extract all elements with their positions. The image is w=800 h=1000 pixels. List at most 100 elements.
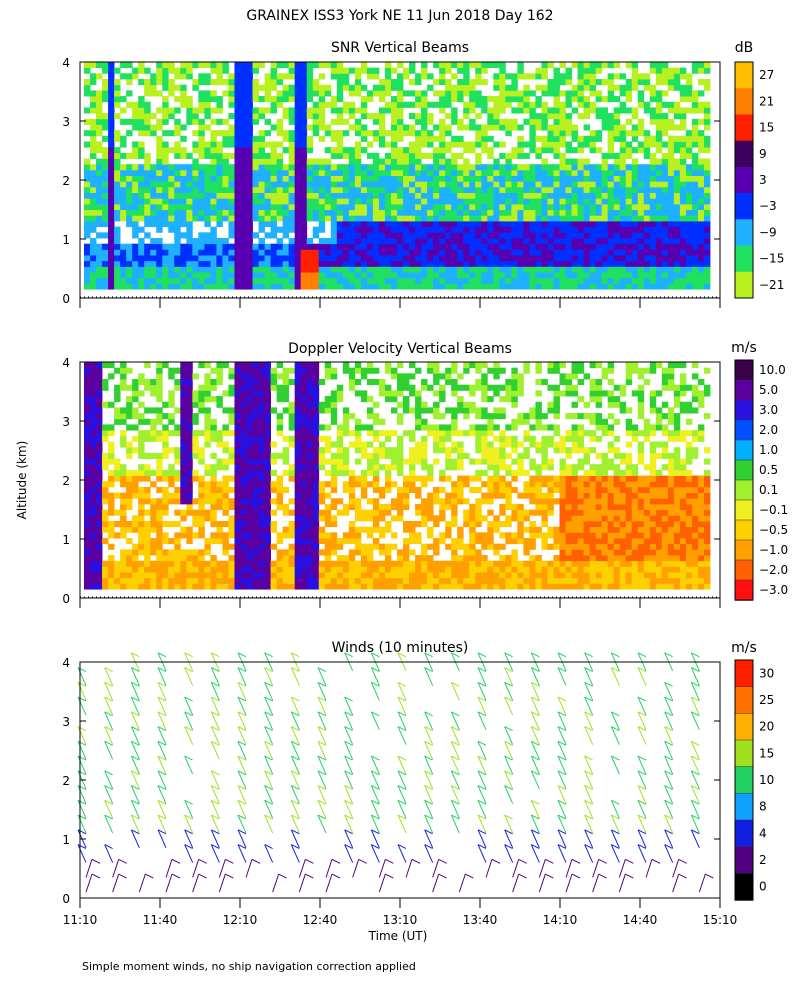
snr-cell [264, 266, 271, 273]
snr-cell [390, 243, 398, 250]
snr-cell [553, 266, 560, 273]
snr-cell [258, 243, 265, 250]
snr-cell [156, 124, 163, 131]
doppler-cell [336, 577, 344, 584]
snr-cell [348, 255, 356, 262]
snr-cell [493, 283, 500, 290]
snr-cell [625, 198, 633, 205]
doppler-cell [264, 503, 271, 511]
snr-cell [270, 272, 278, 279]
snr-cell [505, 101, 512, 108]
snr-cell [318, 61, 326, 69]
snr-cell [318, 118, 326, 125]
snr-cell [607, 84, 615, 91]
snr-cell [108, 107, 115, 114]
snr-cell [457, 226, 464, 233]
snr-cell [499, 209, 506, 216]
snr-cell [673, 124, 681, 131]
snr-cell [360, 181, 368, 188]
snr-cell [84, 220, 91, 228]
doppler-cell [186, 413, 193, 420]
snr-cell [673, 272, 681, 279]
doppler-cell [90, 560, 97, 567]
snr-cell [631, 147, 639, 154]
snr-cell [138, 107, 145, 114]
snr-cell [318, 243, 326, 250]
snr-cell [372, 220, 380, 228]
doppler-cell [306, 526, 314, 533]
doppler-cell [84, 498, 91, 505]
doppler-cell [174, 447, 181, 454]
snr-cell [354, 226, 362, 233]
snr-cell [583, 107, 591, 114]
snr-cell [421, 130, 428, 137]
doppler-cell [318, 538, 326, 545]
doppler-cell [252, 464, 259, 471]
snr-cell [685, 260, 693, 267]
doppler-cell [222, 492, 229, 499]
doppler-cell [162, 486, 169, 494]
doppler-cell [234, 549, 241, 556]
snr-cell [481, 232, 488, 239]
snr-cell [445, 181, 452, 188]
snr-cell [318, 220, 326, 228]
snr-cell [415, 164, 422, 171]
snr-cell [174, 130, 181, 137]
snr-cell [216, 96, 223, 103]
doppler-cell [144, 549, 151, 556]
doppler-cell [306, 520, 314, 528]
snr-cell [583, 215, 591, 222]
snr-cell [90, 243, 97, 250]
snr-cell [348, 84, 356, 91]
doppler-cell [234, 447, 241, 454]
doppler-cell [264, 469, 271, 476]
snr-cell [685, 181, 693, 188]
doppler-cell [114, 520, 121, 528]
snr-cell [96, 164, 103, 171]
snr-cell [300, 198, 308, 205]
snr-cell [427, 215, 434, 222]
snr-cell [84, 90, 91, 97]
snr-cell [415, 73, 422, 80]
snr-cell [517, 186, 524, 194]
doppler-cell [300, 424, 308, 431]
doppler-cell [360, 543, 368, 550]
snr-cell [144, 198, 151, 205]
doppler-cell [228, 390, 235, 397]
snr-cell [204, 283, 211, 290]
snr-cell [216, 238, 223, 245]
doppler-cell [108, 572, 115, 579]
snr-cell [481, 124, 488, 131]
doppler-cell [216, 560, 223, 567]
colorbar-frame [734, 61, 754, 299]
snr-cell [439, 67, 446, 74]
doppler-cell [300, 566, 308, 573]
doppler-cell [258, 367, 265, 374]
snr-cell [697, 209, 705, 216]
snr-cell [258, 152, 265, 159]
doppler-cell [126, 407, 133, 414]
snr-cell [258, 147, 265, 154]
doppler-cell [300, 538, 308, 545]
snr-cell [234, 152, 241, 159]
doppler-cell [138, 469, 145, 476]
doppler-cell [264, 566, 271, 573]
snr-cell [481, 130, 488, 137]
snr-cell [96, 147, 103, 154]
snr-cell [445, 158, 452, 165]
snr-cell [487, 226, 494, 233]
doppler-cell [306, 424, 314, 431]
snr-cell [649, 232, 657, 239]
snr-cell [240, 277, 247, 284]
doppler-cell [84, 486, 91, 494]
snr-cell [601, 226, 609, 233]
snr-cell [216, 255, 223, 262]
snr-cell [541, 249, 548, 256]
snr-cell [499, 243, 506, 250]
snr-cell [252, 186, 259, 194]
doppler-cell [90, 430, 97, 437]
doppler-cell [84, 577, 91, 584]
snr-cell [126, 130, 133, 137]
snr-cell [150, 203, 157, 211]
doppler-cell [108, 447, 115, 454]
